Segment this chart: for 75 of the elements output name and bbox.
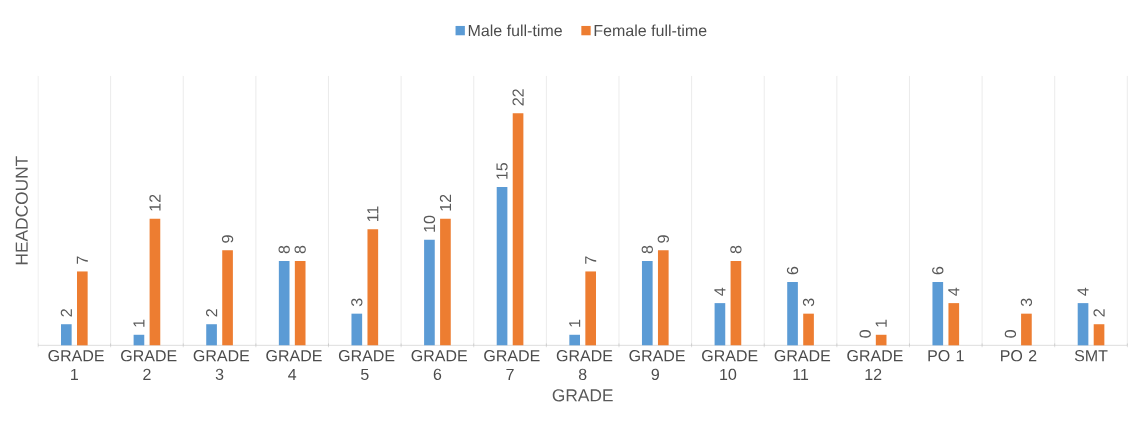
data-label: 22 (512, 89, 524, 106)
bar (641, 260, 653, 346)
data-label: 0 (1004, 329, 1017, 338)
x-tick-label: GRADE 3 (193, 349, 250, 380)
data-label: 7 (76, 256, 88, 264)
data-label: 1 (133, 319, 145, 327)
bar (787, 281, 798, 346)
data-label: 9 (657, 235, 669, 243)
x-tick-label: GRADE 6 (411, 349, 467, 380)
bar (60, 324, 72, 346)
x-axis-title: GRADE (552, 389, 613, 402)
x-tick-label: GRADE 9 (629, 349, 685, 380)
bar (932, 281, 944, 346)
data-label: 8 (641, 245, 653, 254)
bar (1077, 302, 1089, 346)
x-tick-label: GRADE 1 (48, 349, 104, 380)
legend-label: Male full-time (468, 24, 562, 37)
x-tick-label: GRADE 2 (121, 349, 177, 380)
bar (512, 112, 524, 346)
data-label: 3 (1020, 298, 1033, 306)
data-label: 2 (1093, 309, 1105, 317)
data-label: 4 (1077, 287, 1089, 296)
legend-label: Female full-time (594, 24, 707, 37)
x-tick-label: GRADE 12 (847, 349, 903, 380)
x-tick-label: GRADE 4 (266, 349, 322, 380)
data-label: 12 (149, 194, 161, 211)
x-tick-label: GRADE 7 (484, 349, 540, 380)
data-label: 1 (569, 319, 581, 327)
bar (657, 250, 669, 346)
data-label: 3 (351, 298, 363, 306)
data-label: 8 (278, 245, 290, 254)
bar (351, 313, 363, 346)
y-axis-title: HEADCOUNT (15, 156, 28, 264)
bar (1093, 324, 1105, 346)
bar (149, 218, 161, 346)
bar (206, 324, 217, 346)
data-label: 11 (367, 206, 379, 221)
data-label: 1 (875, 319, 887, 327)
x-tick-label: GRADE 5 (338, 349, 395, 380)
bar (76, 271, 88, 346)
data-label: 8 (294, 245, 306, 254)
data-label: 8 (730, 245, 742, 254)
bar (440, 218, 451, 346)
bar (730, 260, 742, 346)
x-tick-label: GRADE 10 (702, 349, 758, 380)
bar (367, 229, 379, 346)
bar (222, 250, 233, 346)
bar (585, 271, 597, 346)
data-label: 7 (585, 256, 597, 264)
data-label: 6 (786, 266, 799, 275)
bar (1021, 313, 1032, 346)
data-label: 9 (221, 235, 234, 243)
data-label: 15 (496, 162, 508, 179)
bar (294, 260, 306, 346)
data-label: 3 (802, 298, 815, 306)
data-label: 0 (859, 329, 871, 338)
data-label: 2 (60, 309, 72, 317)
data-label: 4 (714, 287, 726, 296)
x-tick-label: PO 1 (928, 349, 964, 362)
data-label: 10 (423, 215, 436, 232)
x-tick-label: PO 2 (1001, 349, 1037, 362)
bar (569, 334, 580, 346)
data-label: 4 (948, 287, 960, 296)
bar (496, 186, 508, 346)
x-tick-label: GRADE 11 (774, 349, 831, 380)
bar (803, 313, 814, 346)
bar (948, 302, 960, 346)
bar (424, 239, 435, 346)
data-label: 12 (439, 194, 452, 211)
x-tick-label: SMT (1074, 349, 1108, 362)
data-label: 2 (205, 309, 218, 317)
bar (714, 302, 726, 346)
x-tick-label: GRADE 8 (556, 349, 613, 380)
bar (278, 260, 290, 346)
data-label: 6 (932, 266, 944, 275)
